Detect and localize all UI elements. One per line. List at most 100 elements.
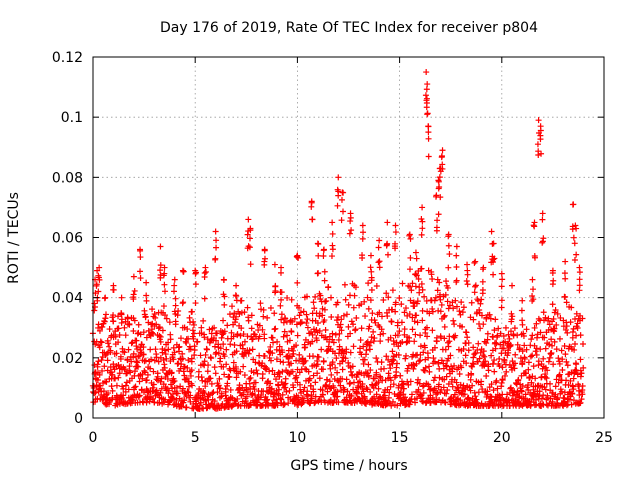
- data-point: [498, 270, 505, 277]
- data-point: [452, 332, 459, 339]
- data-point: [143, 292, 150, 299]
- data-point: [340, 208, 347, 215]
- data-point: [453, 243, 460, 250]
- data-point: [126, 320, 133, 327]
- data-point: [375, 385, 382, 392]
- data-point: [133, 337, 140, 344]
- data-point: [110, 286, 117, 293]
- data-point: [166, 319, 173, 326]
- data-point: [244, 389, 251, 396]
- data-point: [332, 364, 339, 371]
- data-point: [336, 330, 343, 337]
- data-point: [482, 358, 489, 365]
- data-point: [332, 331, 339, 338]
- data-point: [96, 264, 103, 271]
- data-point: [230, 359, 237, 366]
- data-point: [402, 305, 409, 312]
- data-point: [350, 386, 357, 393]
- data-point: [494, 332, 501, 339]
- data-point: [303, 311, 310, 318]
- data-point: [432, 294, 439, 301]
- data-point: [398, 319, 405, 326]
- data-point: [378, 313, 385, 320]
- data-point: [200, 317, 207, 324]
- data-point: [517, 355, 524, 362]
- data-point: [375, 379, 382, 386]
- data-point: [389, 348, 396, 355]
- data-point: [260, 306, 267, 313]
- y-axis-label: ROTI / TECUs: [6, 192, 22, 284]
- data-point: [144, 371, 151, 378]
- data-point: [518, 388, 525, 395]
- data-point: [335, 336, 342, 343]
- data-point: [463, 278, 470, 285]
- data-point: [165, 339, 172, 346]
- data-point: [296, 357, 303, 364]
- data-point: [110, 361, 117, 368]
- data-point: [386, 400, 393, 407]
- data-point: [333, 317, 340, 324]
- data-point: [312, 399, 319, 406]
- data-point: [574, 324, 581, 331]
- data-point: [443, 390, 450, 397]
- data-point: [313, 337, 320, 344]
- data-point: [457, 381, 464, 388]
- data-point: [345, 359, 352, 366]
- data-point: [478, 312, 485, 319]
- data-point: [94, 361, 101, 368]
- data-point: [261, 353, 268, 360]
- data-point: [539, 239, 546, 246]
- data-point: [322, 327, 329, 334]
- data-point: [412, 270, 419, 277]
- data-point: [544, 394, 551, 401]
- data-point: [415, 376, 422, 383]
- data-point: [371, 335, 378, 342]
- data-point: [425, 267, 432, 274]
- data-point: [314, 361, 321, 368]
- data-point: [271, 391, 278, 398]
- data-point: [288, 360, 295, 367]
- data-point: [91, 362, 98, 369]
- data-point: [395, 352, 402, 359]
- data-point: [533, 320, 540, 327]
- data-point: [411, 338, 418, 345]
- data-point: [441, 312, 448, 319]
- data-point: [222, 392, 229, 399]
- data-point: [440, 384, 447, 391]
- data-point: [209, 390, 216, 397]
- data-point: [488, 352, 495, 359]
- data-point: [137, 331, 144, 338]
- data-point: [175, 360, 182, 367]
- data-point: [143, 399, 150, 406]
- data-point: [161, 264, 168, 271]
- data-point: [464, 261, 471, 268]
- data-point: [298, 319, 305, 326]
- data-point: [112, 375, 119, 382]
- data-point: [548, 349, 555, 356]
- data-point: [415, 275, 422, 282]
- data-point: [260, 313, 267, 320]
- data-point: [361, 393, 368, 400]
- data-point: [569, 334, 576, 341]
- data-point: [523, 346, 530, 353]
- data-point: [425, 123, 432, 130]
- data-point: [301, 384, 308, 391]
- data-point: [380, 296, 387, 303]
- data-point: [472, 393, 479, 400]
- data-point: [457, 397, 464, 404]
- data-point: [267, 380, 274, 387]
- data-point: [521, 354, 528, 361]
- data-point: [217, 355, 224, 362]
- data-point: [553, 376, 560, 383]
- data-point: [266, 368, 273, 375]
- data-point: [479, 266, 486, 273]
- data-point: [216, 375, 223, 382]
- data-point: [120, 392, 127, 399]
- data-point: [170, 378, 177, 385]
- data-point: [285, 400, 292, 407]
- data-point: [459, 323, 466, 330]
- data-point: [180, 299, 187, 306]
- data-point: [538, 150, 545, 157]
- data-point: [96, 371, 103, 378]
- data-point: [339, 354, 346, 361]
